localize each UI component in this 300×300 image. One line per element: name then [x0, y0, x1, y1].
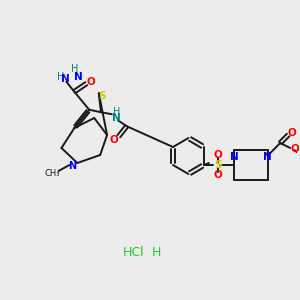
Text: N: N — [263, 152, 272, 162]
Text: H: H — [113, 107, 121, 117]
Text: O: O — [213, 170, 222, 180]
Text: H: H — [152, 245, 161, 259]
Text: N: N — [74, 72, 82, 82]
Text: O: O — [110, 135, 118, 145]
Text: S: S — [214, 160, 222, 170]
Text: H: H — [57, 72, 64, 82]
Text: HCl: HCl — [123, 245, 145, 259]
Text: H: H — [70, 64, 78, 74]
Text: N: N — [112, 113, 121, 123]
Text: O: O — [288, 128, 296, 138]
Text: N: N — [68, 161, 76, 171]
Text: S: S — [98, 91, 106, 101]
Text: N: N — [61, 74, 70, 84]
Text: O: O — [213, 150, 222, 160]
Text: N: N — [230, 152, 239, 162]
Text: O: O — [291, 144, 299, 154]
Text: CH₃: CH₃ — [45, 169, 60, 178]
Text: O: O — [87, 77, 95, 87]
